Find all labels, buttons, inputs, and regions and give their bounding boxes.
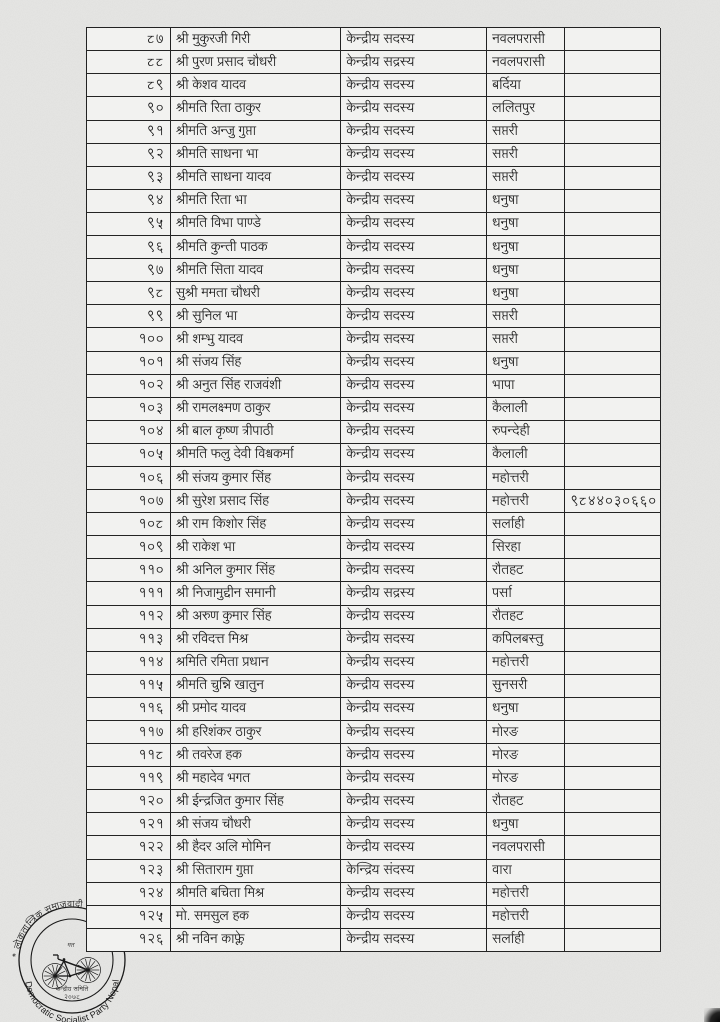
svg-text:२०७८: २०७८ [64,993,80,1003]
svg-text:मत: मत [67,941,75,951]
